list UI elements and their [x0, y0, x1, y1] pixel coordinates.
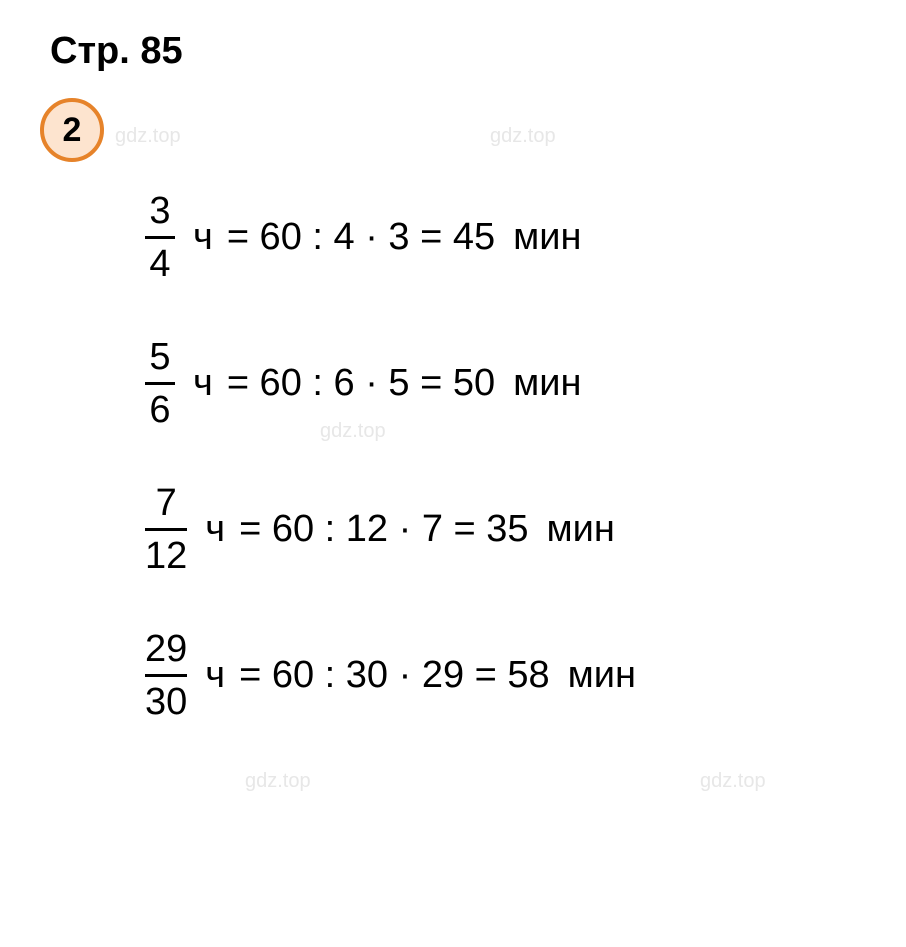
fraction-numerator: 29: [145, 630, 187, 674]
expression: = 60 : 6 · 5 = 50: [227, 362, 495, 405]
fraction: 5 6: [145, 338, 175, 429]
fraction-denominator: 6: [149, 385, 170, 429]
page-title: Стр. 85: [50, 30, 856, 73]
problem-badge: 2: [40, 98, 104, 162]
watermark-text: gdz.top: [700, 770, 766, 793]
fraction: 7 12: [145, 484, 187, 575]
watermark-text: gdz.top: [490, 125, 556, 148]
watermark-text: gdz.top: [245, 770, 311, 793]
equation-row: 29 30 ч = 60 : 30 · 29 = 58 мин: [145, 630, 856, 721]
fraction-numerator: 3: [149, 192, 170, 236]
equation-row: 7 12 ч = 60 : 12 · 7 = 35 мин: [145, 484, 856, 575]
fraction-numerator: 7: [156, 484, 177, 528]
fraction-denominator: 4: [149, 239, 170, 283]
problem-number: 2: [63, 111, 82, 150]
equation-row: 5 6 ч = 60 : 6 · 5 = 50 мин: [145, 338, 856, 429]
unit-min: мин: [513, 362, 581, 405]
watermark-text: gdz.top: [115, 125, 181, 148]
unit-min: мин: [547, 508, 615, 551]
fraction: 29 30: [145, 630, 187, 721]
unit-hour: ч: [205, 654, 225, 697]
fraction-denominator: 12: [145, 531, 187, 575]
unit-hour: ч: [193, 362, 213, 405]
unit-hour: ч: [193, 216, 213, 259]
unit-hour: ч: [205, 508, 225, 551]
unit-min: мин: [513, 216, 581, 259]
expression: = 60 : 4 · 3 = 45: [227, 216, 495, 259]
fraction-numerator: 5: [149, 338, 170, 382]
unit-min: мин: [568, 654, 636, 697]
equation-row: 3 4 ч = 60 : 4 · 3 = 45 мин: [145, 192, 856, 283]
fraction-denominator: 30: [145, 677, 187, 721]
expression: = 60 : 30 · 29 = 58: [239, 654, 550, 697]
expression: = 60 : 12 · 7 = 35: [239, 508, 528, 551]
fraction: 3 4: [145, 192, 175, 283]
equations-block: 3 4 ч = 60 : 4 · 3 = 45 мин 5 6 ч = 60 :…: [145, 192, 856, 721]
